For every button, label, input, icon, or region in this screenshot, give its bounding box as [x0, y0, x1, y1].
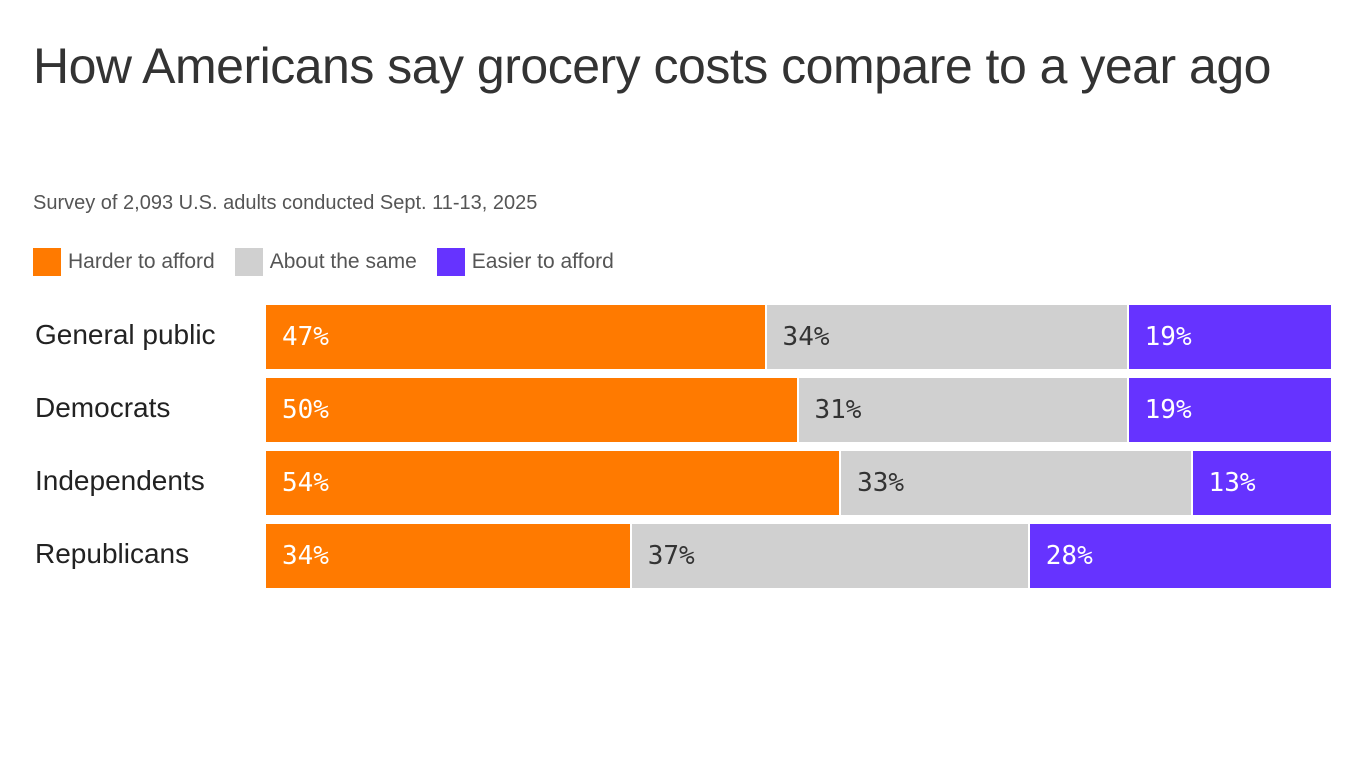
data-label: 54%: [282, 468, 329, 498]
legend-item-same: About the same: [234, 248, 417, 276]
legend-label: Harder to afford: [68, 250, 215, 273]
data-label: 33%: [857, 468, 905, 498]
chart-subtitle: Survey of 2,093 U.S. adults conducted Se…: [33, 192, 538, 214]
data-label: 34%: [282, 541, 329, 571]
data-label: 37%: [647, 541, 695, 571]
data-label: 47%: [282, 322, 329, 352]
data-label: 50%: [282, 395, 329, 425]
bar-segment: [1128, 378, 1331, 442]
data-label: 28%: [1045, 541, 1093, 571]
legend-item-easier: Easier to afford: [436, 248, 614, 276]
legend-label: About the same: [269, 250, 417, 273]
bar-segment: [1029, 524, 1331, 588]
legend-label: Easier to afford: [471, 250, 614, 273]
bar-segment: [266, 524, 630, 588]
bar-segment: [798, 378, 1127, 442]
chart-title: How Americans say grocery costs compare …: [33, 38, 1271, 94]
bar-segment: [1192, 451, 1331, 515]
legend-swatch: [436, 248, 465, 276]
category-label: Republicans: [35, 538, 190, 569]
bar-segment: [841, 451, 1191, 515]
category-label: Independents: [35, 465, 205, 496]
legend: Harder to afford About the same Easier t…: [33, 248, 614, 276]
data-label: 19%: [1144, 322, 1192, 352]
bar-segment: [266, 451, 840, 515]
data-label: 31%: [814, 395, 862, 425]
legend-item-harder: Harder to afford: [33, 248, 215, 276]
legend-swatch: [234, 248, 263, 276]
bar-segment: [766, 305, 1127, 369]
data-label: 13%: [1208, 468, 1256, 498]
data-label: 19%: [1144, 395, 1192, 425]
bar-segment: [631, 524, 1028, 588]
bar-segment: [266, 305, 765, 369]
legend-swatch: [33, 248, 61, 276]
bar-segment: [1128, 305, 1331, 369]
data-label: 34%: [782, 322, 830, 352]
category-label: Democrats: [35, 392, 171, 423]
category-label: General public: [35, 319, 216, 350]
bar-segment: [266, 378, 797, 442]
